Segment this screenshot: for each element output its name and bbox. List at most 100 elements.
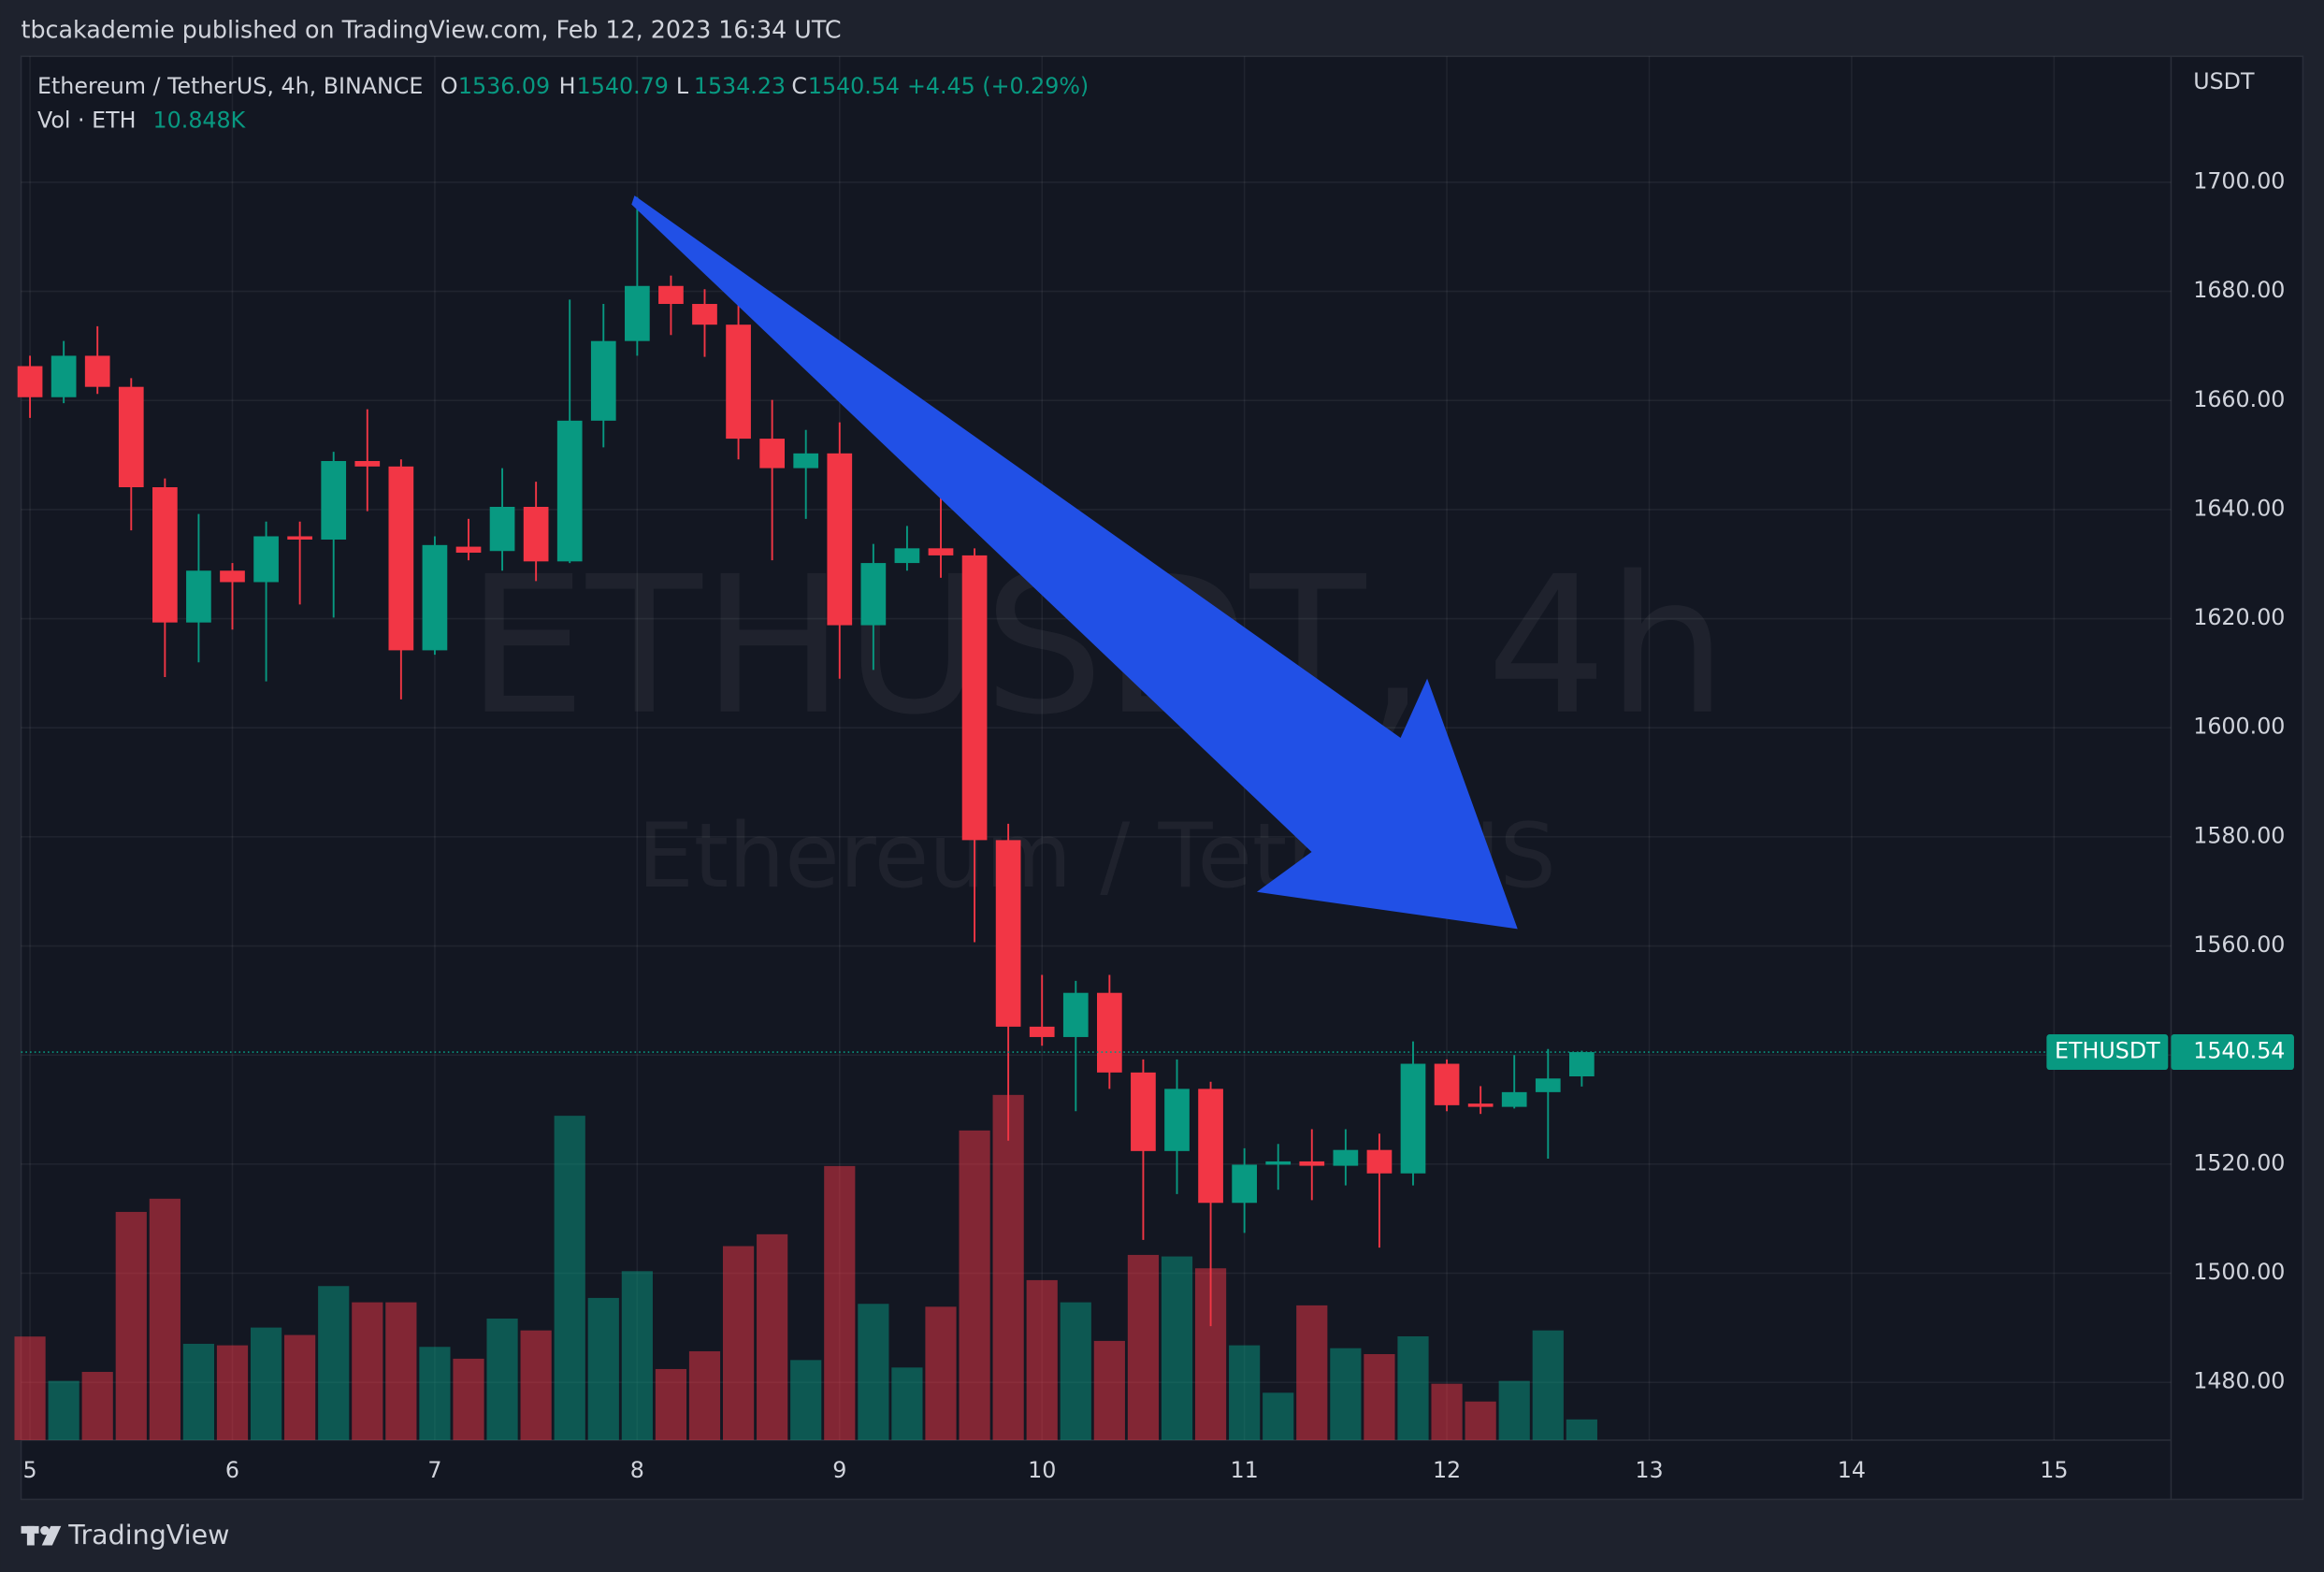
candle-body (827, 453, 853, 626)
y-tick-label: 1620.00 (2193, 604, 2285, 630)
volume-bar (1127, 1254, 1160, 1440)
candle-body (625, 285, 650, 341)
volume-bar (81, 1372, 113, 1440)
logo-dot (40, 1525, 50, 1536)
candle-body (489, 506, 515, 552)
candle-body (961, 555, 988, 841)
x-tick-label: 6 (225, 1457, 239, 1483)
candle-body (1232, 1164, 1257, 1204)
volume-bar (959, 1130, 990, 1440)
open-label: O (440, 73, 458, 99)
x-tick-label: 9 (832, 1457, 846, 1483)
published-header: tbcakademie published on TradingView.com… (22, 15, 842, 43)
volume-bar (824, 1165, 856, 1440)
volume-bar (1161, 1256, 1193, 1440)
candle-body (1062, 992, 1089, 1037)
volume-bar (655, 1368, 687, 1440)
x-tick-label: 5 (23, 1457, 37, 1483)
last-price-label: 1540.54 (2193, 1038, 2285, 1064)
volume-bar (891, 1367, 923, 1440)
x-tick-label: 12 (1433, 1457, 1461, 1483)
volume-bar (1026, 1279, 1058, 1440)
candle-body (354, 461, 381, 467)
high-label: H (559, 73, 576, 99)
volume-bar (149, 1198, 180, 1440)
candle-body (287, 536, 312, 540)
candle-body (759, 439, 785, 469)
x-tick-label: 14 (1838, 1457, 1866, 1483)
low-value: 1534.23 (694, 73, 786, 99)
arrow-drawing (631, 195, 1518, 930)
candle-body (84, 355, 110, 387)
candle-body (1029, 1026, 1055, 1037)
close-value: 1540.54 (808, 73, 900, 99)
volume-bar (385, 1302, 417, 1440)
candle-body (253, 536, 279, 583)
volume-bar (115, 1211, 147, 1440)
candle-body (860, 563, 887, 626)
y-tick-label: 1640.00 (2193, 495, 2285, 521)
volume-bar (1566, 1419, 1597, 1440)
x-tick-label: 10 (1028, 1457, 1056, 1483)
volume-bar (722, 1246, 755, 1440)
candle-body (1131, 1072, 1156, 1151)
brand: TradingView (67, 1520, 229, 1550)
candle-body (523, 506, 549, 562)
volume-bar (1093, 1340, 1125, 1440)
candle-body (1501, 1091, 1527, 1107)
candle-body (894, 548, 920, 564)
candle-body (388, 466, 414, 651)
volume-bar (1263, 1392, 1294, 1440)
candle-body (928, 548, 954, 555)
candle-body (1366, 1149, 1393, 1174)
y-tick-label: 1700.00 (2193, 167, 2285, 194)
candle-body (995, 840, 1021, 1027)
candle-body (51, 355, 77, 397)
volume-bar (554, 1116, 585, 1440)
close-label: C (791, 73, 807, 99)
candle-body (220, 570, 245, 583)
volume-bar (1060, 1302, 1091, 1440)
y-tick-label: 1500.00 (2193, 1259, 2285, 1285)
candle-body (1265, 1161, 1292, 1165)
candle-body (422, 544, 448, 651)
candle-body (1535, 1078, 1561, 1092)
currency: USDT (2193, 68, 2255, 94)
volume-bar (858, 1304, 889, 1440)
volume-bar (1330, 1348, 1362, 1440)
volume-bar (992, 1094, 1024, 1440)
volume-bar (1498, 1380, 1530, 1440)
y-tick-label: 1660.00 (2193, 386, 2285, 412)
volume-bar (1364, 1354, 1395, 1440)
volume-bar (1431, 1383, 1463, 1440)
high-value: 1540.79 (577, 73, 669, 99)
candle-body (590, 340, 616, 421)
candle-layer (17, 196, 1595, 1327)
y-tick-label: 1680.00 (2193, 277, 2285, 303)
candle-body (118, 386, 144, 487)
volume-bar (453, 1358, 484, 1440)
volume-bar (1296, 1305, 1328, 1440)
ticker-label: ETHUSDT (2055, 1038, 2160, 1064)
volume-bar (757, 1233, 788, 1440)
candle-body (186, 570, 211, 623)
candle-body (692, 304, 717, 325)
volume-bar (14, 1336, 46, 1440)
volume-bar (621, 1271, 653, 1440)
volume-bar (1397, 1336, 1429, 1440)
volume-bar (216, 1345, 249, 1440)
volume-bar (419, 1347, 451, 1440)
y-tick-label: 1560.00 (2193, 931, 2285, 958)
candle-body (1434, 1063, 1460, 1105)
symbol: Ethereum / TetherUS, 4h, BINANCE (37, 73, 423, 99)
volume-bar (318, 1286, 350, 1440)
candle-body (1198, 1089, 1223, 1204)
volume-bar (925, 1306, 957, 1440)
volume-bar (790, 1360, 822, 1440)
volume-bar (284, 1334, 316, 1440)
low-label: L (676, 73, 689, 99)
candle-body (1164, 1089, 1190, 1151)
candle-body (658, 285, 684, 305)
